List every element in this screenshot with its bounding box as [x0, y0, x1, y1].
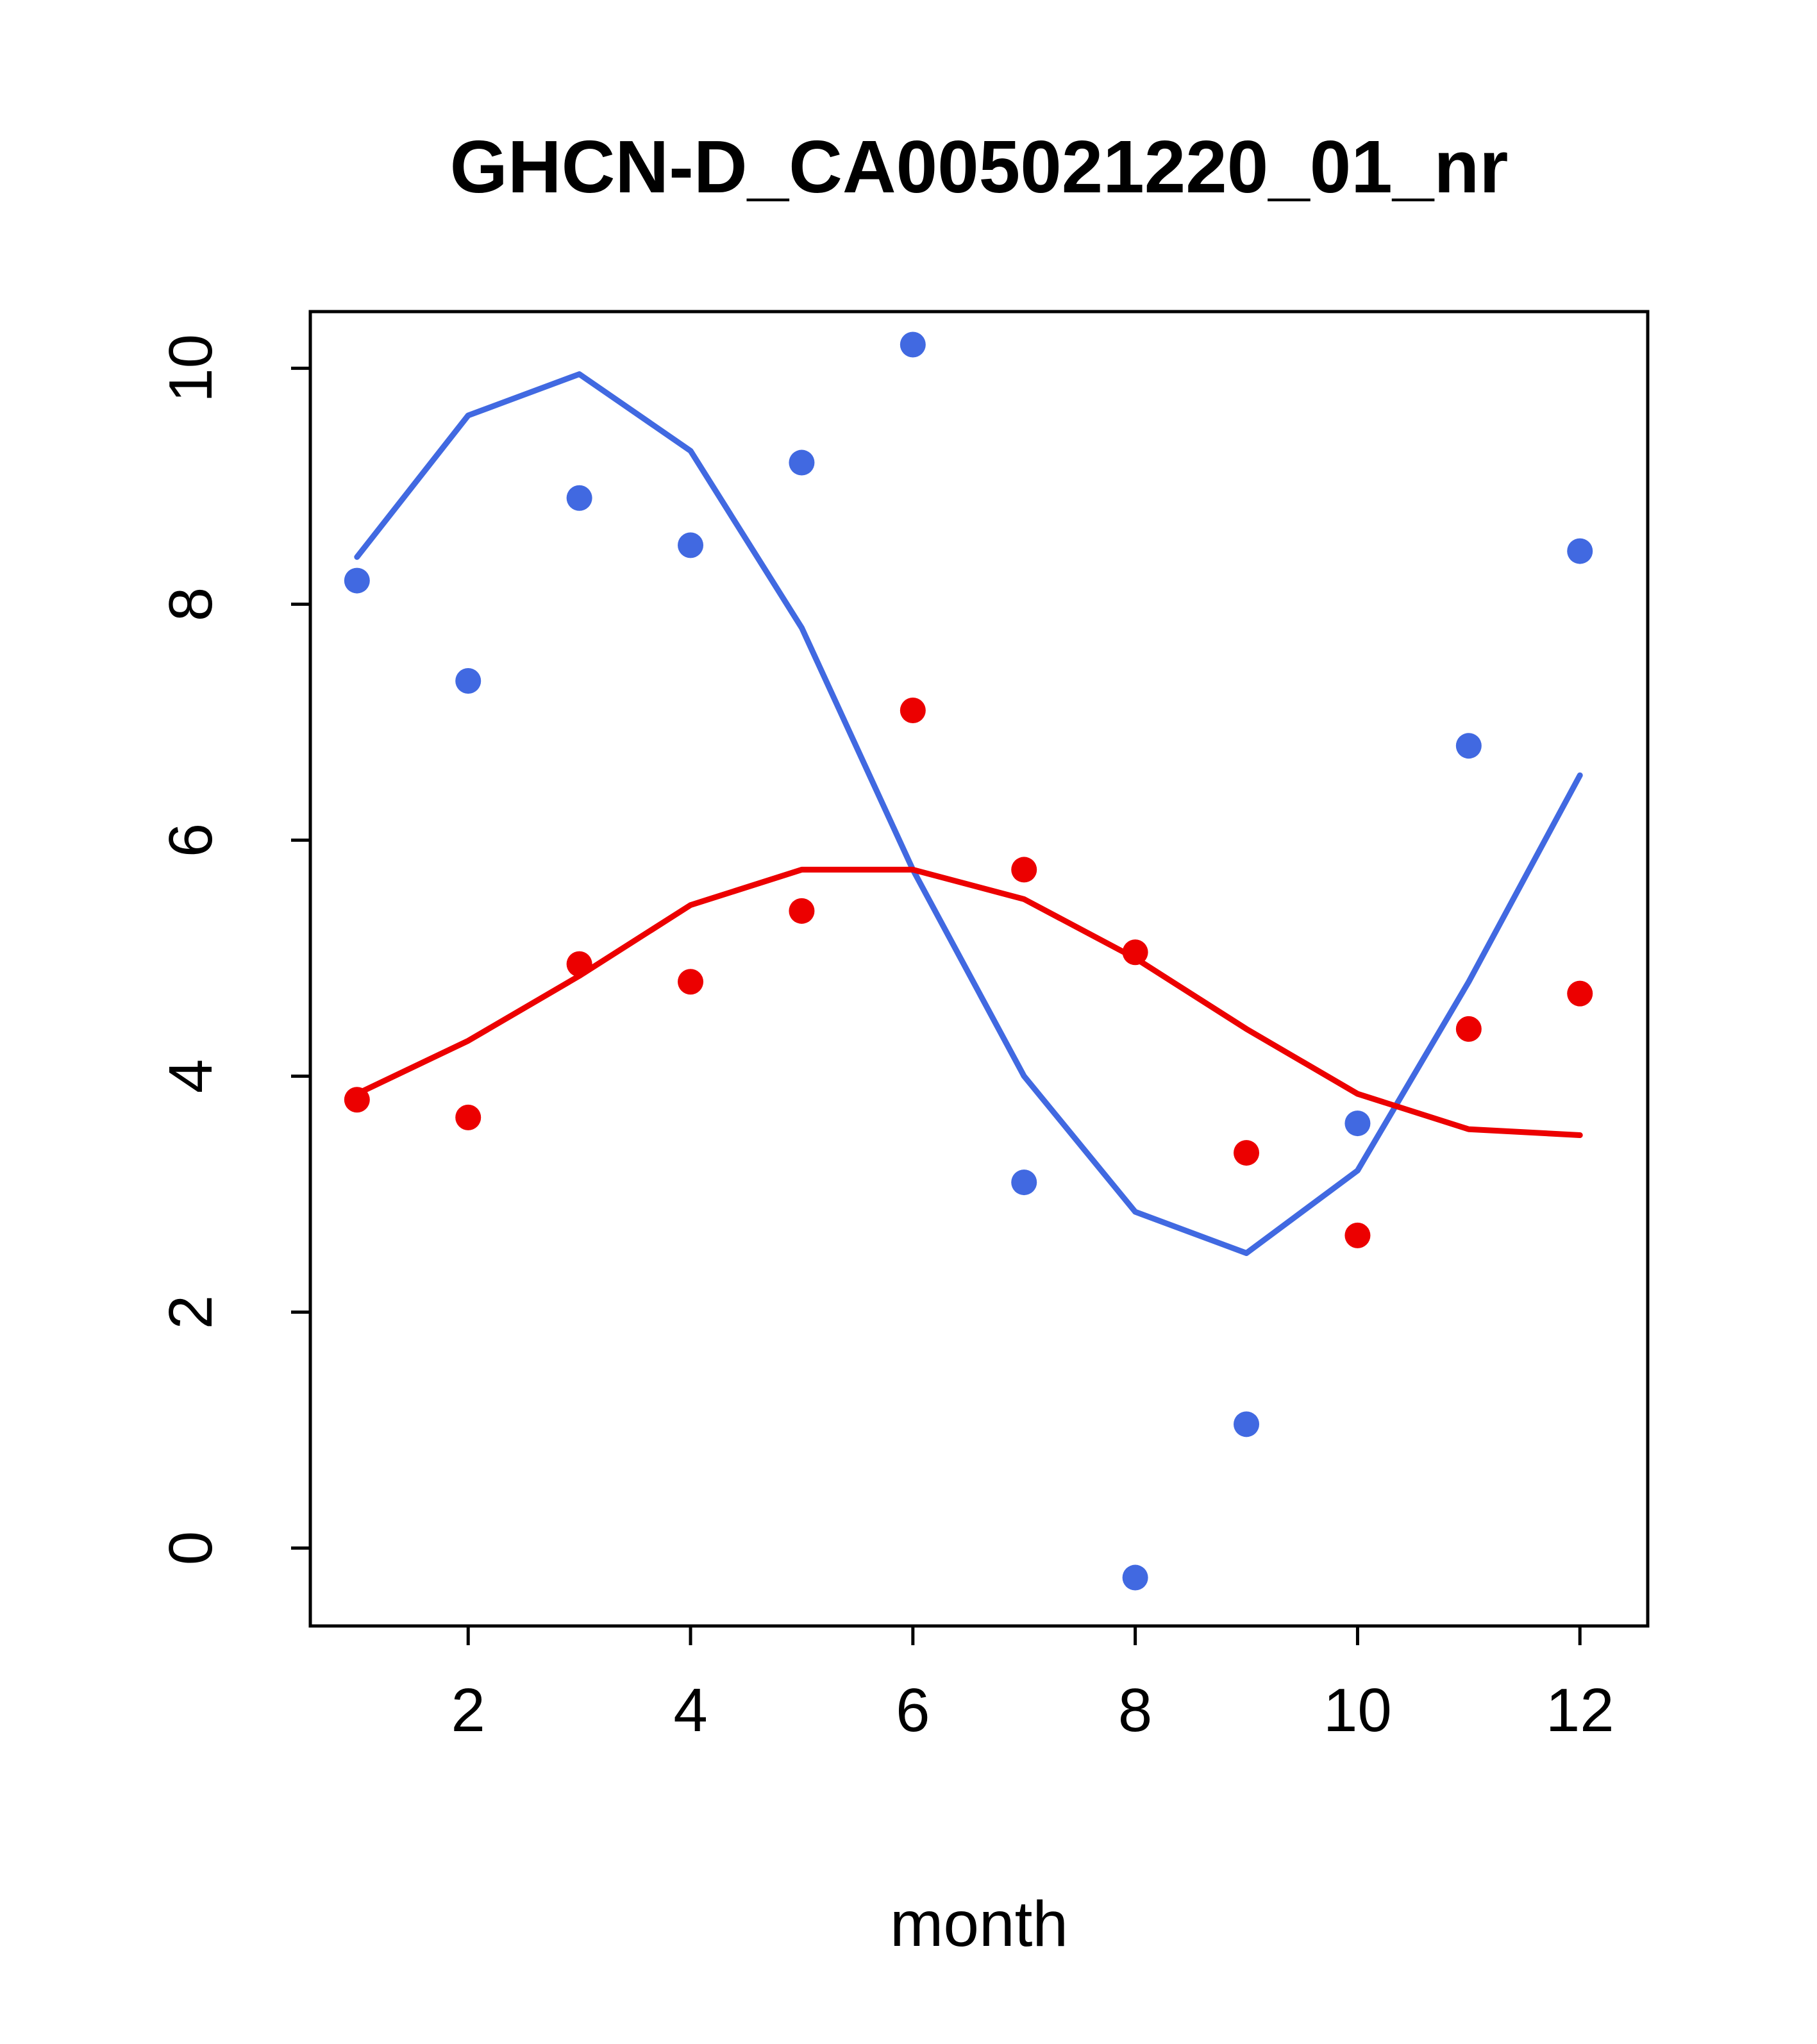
monthly-values-blue-point — [900, 331, 926, 358]
monthly-values-blue-point — [789, 449, 815, 476]
series-monthly-values-blue — [344, 331, 1593, 1591]
y-tick-label: 8 — [156, 587, 225, 621]
monthly-values-red-point — [1234, 1140, 1260, 1166]
y-tick-label: 4 — [156, 1059, 225, 1093]
monthly-values-red-point — [1567, 980, 1593, 1007]
x-tick-label: 8 — [1118, 1676, 1152, 1745]
monthly-values-red-point — [678, 969, 704, 995]
x-tick-label: 4 — [673, 1676, 707, 1745]
monthly-values-blue-point — [1344, 1110, 1371, 1137]
y-tick-label: 2 — [156, 1295, 225, 1329]
x-axis-title: month — [890, 1888, 1068, 1960]
seasonal-fit-blue-path — [354, 371, 1583, 1256]
series-seasonal-fit-blue — [354, 371, 1583, 1256]
x-axis-ticks: 2 4 6 8 10 12 — [451, 1626, 1614, 1745]
y-tick-label: 10 — [156, 334, 225, 403]
monthly-values-red-point — [1011, 857, 1037, 883]
x-tick-label: 6 — [896, 1676, 930, 1745]
x-tick-label: 10 — [1323, 1676, 1392, 1745]
monthly-values-red-point — [789, 898, 815, 924]
seasonal-fit-red-path — [354, 866, 1583, 1138]
monthly-values-blue-point — [678, 532, 704, 558]
y-tick-label: 0 — [156, 1531, 225, 1565]
y-tick-label: 6 — [156, 823, 225, 857]
monthly-values-red-point — [455, 1104, 481, 1130]
monthly-values-blue-point — [455, 667, 481, 694]
monthly-values-blue-point — [1567, 538, 1593, 564]
monthly-values-blue-point — [1122, 1564, 1148, 1591]
plot-box — [308, 310, 1650, 1628]
monthly-values-red-point — [1455, 1016, 1482, 1042]
x-tick-label: 2 — [451, 1676, 485, 1745]
chart-title: GHCN-D_CA005021220_01_nr — [450, 125, 1509, 208]
plot-area: 2 4 6 8 10 12 0 2 4 6 8 10 — [156, 310, 1650, 1745]
monthly-values-red-point — [1344, 1222, 1371, 1248]
monthly-values-blue-point — [1011, 1169, 1037, 1196]
monthly-values-red-point — [1122, 939, 1148, 966]
monthly-values-blue-point — [1455, 733, 1482, 759]
monthly-values-red-point — [900, 697, 926, 723]
series-seasonal-fit-red — [354, 866, 1583, 1138]
series-monthly-values-red — [344, 697, 1593, 1248]
monthly-values-blue-point — [566, 485, 592, 511]
monthly-values-blue-point — [344, 567, 370, 594]
x-tick-label: 12 — [1546, 1676, 1614, 1745]
y-axis-ticks: 0 2 4 6 8 10 — [156, 334, 310, 1565]
monthly-values-blue-point — [1234, 1411, 1260, 1437]
